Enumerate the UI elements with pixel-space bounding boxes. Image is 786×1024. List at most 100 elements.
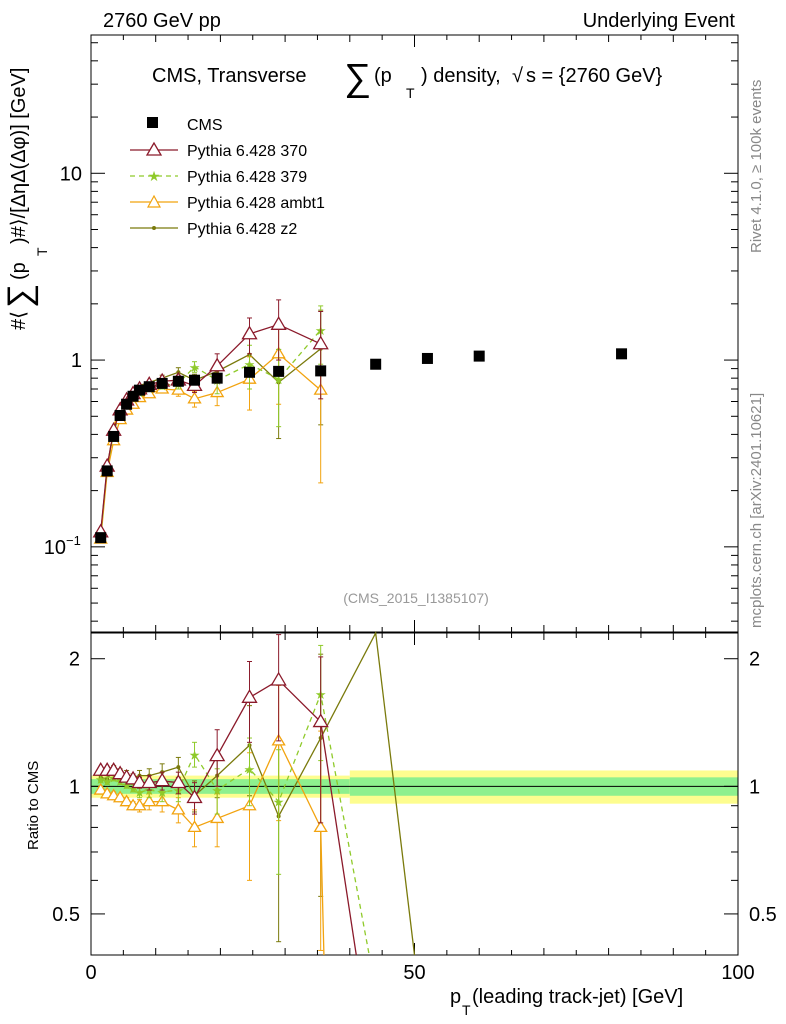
y-axis-label: #⟨ ∑ (p T )#⟩/[ΔηΔ(Δφ)] [GeV] (1, 68, 50, 330)
title-prefix: CMS, Transverse (152, 65, 306, 87)
data-point-pythia-6-428-379: ★ (273, 372, 285, 387)
ylabel-sub: T (34, 247, 50, 256)
y-tick-label: 10 (60, 163, 82, 185)
legend-marker-z2 (152, 226, 156, 230)
data-point-cms (114, 409, 126, 421)
legend-label-370: Pythia 6.428 370 (187, 143, 307, 160)
legend: CMS Pythia 6.428 370 ★ Pythia 6.428 379 … (130, 117, 325, 238)
series-line-pythia-6-428-379 (100, 329, 322, 536)
ratio-point-pythia-6-428-ambt1 (119, 794, 134, 807)
data-point-cms (616, 348, 628, 360)
ratio-point-pythia-6-428-370 (312, 713, 329, 728)
ratio-y-tick-label-right: 1 (749, 776, 760, 798)
ratio-point-pythia-6-428-370 (141, 774, 158, 789)
ratio-y-axis-label: Ratio to CMS (25, 761, 42, 850)
ratio-point-pythia-6-428-379: ★ (95, 772, 107, 787)
ratio-point-pythia-6-428-379: ★ (121, 777, 133, 792)
ratio-point-pythia-6-428-370 (209, 747, 226, 762)
data-point-pythia-6-428-379: ★ (244, 357, 256, 372)
legend-label-z2: Pythia 6.428 z2 (187, 221, 297, 238)
data-point-cms (134, 384, 146, 396)
data-point-pythia-6-428-370 (241, 325, 258, 340)
ratio-y-tick-label-left: 1 (69, 776, 80, 798)
xlabel-sub: T (462, 1002, 471, 1018)
main-data-layer: ★★★★★★★★★★★★★★★ (92, 299, 628, 544)
data-point-cms (211, 372, 223, 384)
data-point-cms (370, 358, 382, 370)
legend-label-cms: CMS (187, 117, 223, 134)
ratio-point-pythia-6-428-ambt1 (132, 798, 147, 811)
mcplots-label: mcplots.cern.ch [arXiv:2401.10621] (748, 393, 765, 628)
ratio-point-pythia-6-428-ambt1 (171, 802, 186, 815)
ratio-line-pythia-6-428-379 (100, 691, 370, 956)
title-energy: s = {2760 GeV} (526, 65, 663, 87)
data-point-cms (156, 377, 168, 389)
data-point-cms (143, 381, 155, 393)
ratio-point-pythia-6-428-ambt1 (112, 790, 128, 803)
ratio-point-pythia-6-428-370 (186, 789, 203, 804)
data-point-cms (473, 350, 485, 362)
ratio-uncertainty-bands (91, 770, 738, 804)
y-tick-label-exp: −1 (66, 533, 81, 548)
ratio-point-pythia-6-428-370 (170, 774, 187, 789)
ratio-point-pythia-6-428-379: ★ (211, 783, 223, 798)
data-point-cms (189, 374, 201, 386)
ratio-point-pythia-6-428-ambt1 (93, 782, 108, 795)
ratio-point-pythia-6-428-ambt1 (142, 794, 157, 807)
data-point-cms (421, 352, 433, 364)
legend-label-379: Pythia 6.428 379 (187, 169, 307, 186)
plot-title: CMS, Transverse ∑ (p T ) density, √ s = … (152, 57, 663, 101)
x-axis-label: p T (leading track-jet) [GeV] (450, 986, 683, 1018)
title-sqrt: √ (512, 65, 523, 87)
y-tick-label: 1 (71, 350, 82, 372)
ratio-point-pythia-6-428-379: ★ (134, 785, 146, 800)
ylabel-pre: #⟨ (8, 311, 30, 330)
ratio-point-pythia-6-428-370 (131, 774, 148, 789)
ratio-point-pythia-6-428-z2 (176, 765, 181, 770)
ratio-y-tick-label-left: 0.5 (52, 904, 80, 926)
legend-label-ambt1: Pythia 6.428 ambt1 (187, 195, 325, 212)
legend-marker-ambt1 (146, 194, 162, 208)
legend-marker-370 (145, 141, 163, 156)
legend-marker-379: ★ (148, 168, 161, 184)
data-point-cms (101, 465, 113, 477)
x-tick-label: 100 (721, 962, 754, 984)
x-tick-label: 0 (85, 962, 96, 984)
series-line-pythia-6-428-370 (100, 323, 321, 533)
data-point-cms (315, 365, 327, 377)
ratio-point-pythia-6-428-370 (241, 689, 258, 703)
data-point-cms (273, 365, 285, 377)
ratio-y-tick-label-right: 2 (749, 649, 760, 671)
data-point-cms (244, 366, 256, 378)
header-right-label: Underlying Event (583, 10, 736, 32)
ratio-point-pythia-6-428-379: ★ (101, 774, 113, 789)
ratio-point-pythia-6-428-379: ★ (244, 762, 256, 777)
ratio-point-pythia-6-428-ambt1 (313, 820, 328, 833)
ratio-point-pythia-6-428-379: ★ (273, 795, 285, 810)
data-point-cms (108, 430, 120, 442)
data-point-pythia-6-428-370 (312, 335, 329, 350)
ylabel-p: (p (8, 262, 30, 280)
xlabel-rest: (leading track-jet) [GeV] (472, 986, 683, 1008)
rivet-version-label: Rivet 4.1.0, ≥ 100k events (748, 80, 765, 253)
data-point-pythia-6-428-ambt1 (187, 391, 202, 404)
x-tick-label: 50 (403, 962, 425, 984)
data-point-cms (95, 532, 107, 544)
xlabel-p: p (450, 986, 461, 1008)
ratio-point-pythia-6-428-ambt1 (187, 820, 202, 833)
ylabel-post: )#⟩/[ΔηΔ(Δφ)] [GeV] (8, 68, 30, 244)
ratio-y-tick-label-right: 0.5 (749, 904, 777, 926)
data-point-cms (172, 375, 184, 387)
data-point-cms (121, 398, 133, 410)
y-tick-label: 10 (44, 537, 66, 559)
ratio-point-pythia-6-428-370 (154, 772, 171, 787)
ratio-point-pythia-6-428-379: ★ (156, 785, 168, 800)
legend-marker-cms (147, 117, 158, 128)
data-point-cms (127, 390, 139, 402)
title-sum-symbol: ∑ (344, 57, 371, 99)
title-subscript: T (406, 85, 415, 101)
ratio-point-pythia-6-428-379: ★ (127, 781, 139, 796)
title-density: ) density, (421, 65, 501, 87)
header-left-label: 2760 GeV pp (103, 10, 221, 32)
